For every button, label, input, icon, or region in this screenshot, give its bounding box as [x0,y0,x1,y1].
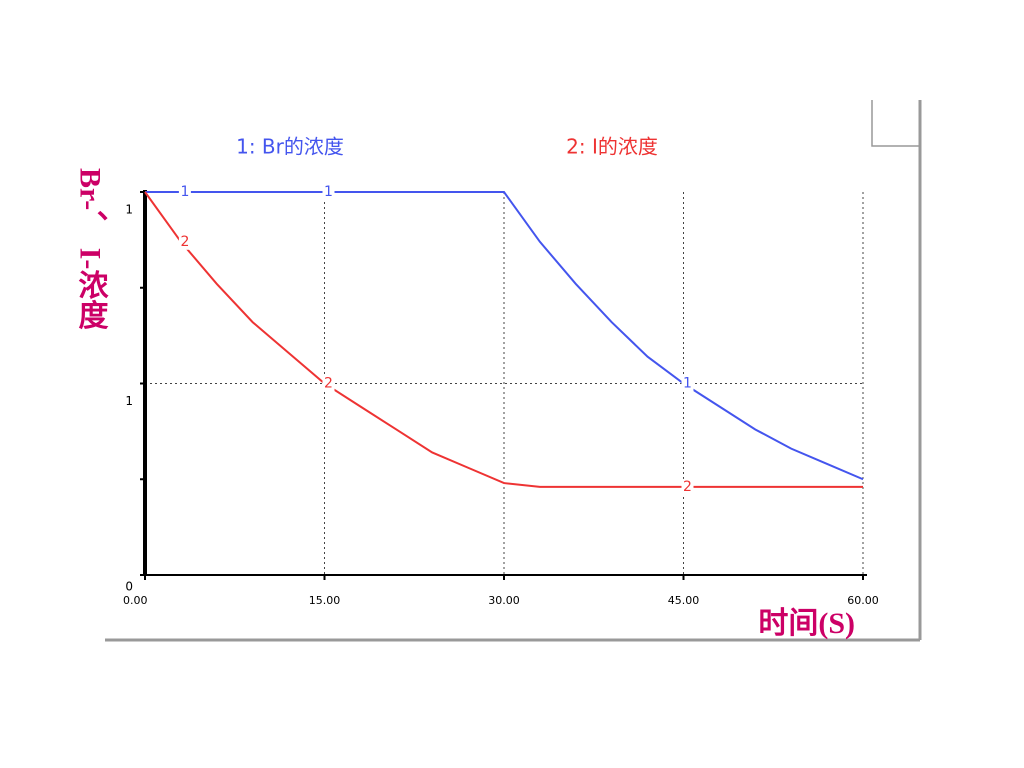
frame-box [871,100,920,147]
series-marker: 2 [683,479,692,495]
y-tick-label: 1 [125,203,133,217]
legend-entry: 2: I的浓度 [566,135,658,159]
legend-entry: 1: Br的浓度 [236,135,344,159]
series-marker: 2 [180,234,189,250]
series-line [145,191,864,481]
x-tick-label: 15.00 [309,594,341,607]
x-tick-label: 30.00 [488,594,520,607]
series-marker: 1 [683,376,692,392]
series-marker: 1 [324,184,333,200]
y-tick-label: 0 [125,580,133,594]
series-marker: 1 [180,184,189,200]
marker-bg [681,478,694,495]
x-tick-label: 0.00 [123,594,148,607]
marker-bg [178,233,191,250]
series-line [144,191,863,488]
y-axis-label: Br-、 I-浓度 [74,168,109,331]
x-axis-label: 时间(S) [758,607,855,640]
series-marker: 2 [324,376,333,392]
marker-bg [322,375,335,392]
marker-bg [178,184,191,200]
y-tick-label: 1 [125,394,133,408]
x-tick-label: 60.00 [847,594,879,607]
marker-bg [322,184,335,200]
marker-bg [681,375,694,392]
x-tick-label: 45.00 [668,594,700,607]
